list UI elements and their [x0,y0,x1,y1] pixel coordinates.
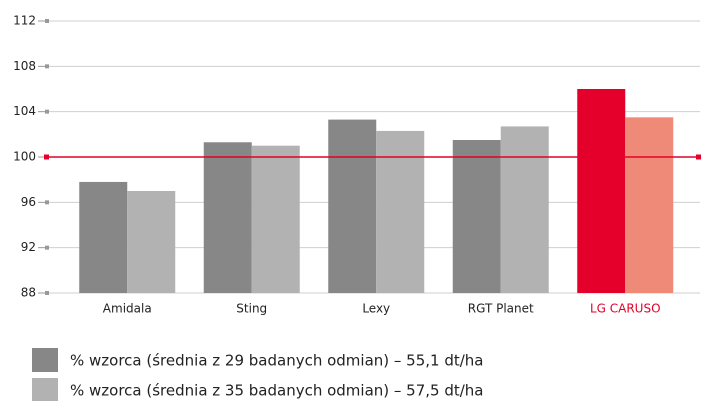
bar [79,181,128,293]
legend-text: % wzorca (średnia z 29 badanych odmian) … [70,352,484,370]
tick-marker [45,19,49,23]
bar [376,130,425,293]
bar [452,140,501,293]
x-tick-label: Amidala [103,302,152,316]
tick-marker [45,200,49,205]
bar [127,191,176,293]
bar [251,145,300,293]
bar [328,119,377,293]
legend-swatch [32,348,58,372]
y-tick-label: 104 [13,104,36,118]
legend-text: % wzorca (średnia z 35 badanych odmian) … [70,382,484,400]
y-tick-label: 88 [21,286,36,300]
y-tick-label: 96 [21,195,36,209]
tick-marker [45,245,49,250]
y-tick-label: 100 [13,150,36,164]
bar [577,89,626,293]
tick-marker [45,64,49,69]
x-tick-label: Lexy [362,302,390,316]
x-tick-label: RGT Planet [468,302,534,316]
y-tick-label: 112 [13,14,36,28]
y-tick-label: 108 [13,59,36,73]
x-tick-label: Sting [236,302,267,316]
tick-marker [45,109,49,114]
tick-marker [45,291,49,295]
legend-swatch [32,378,58,401]
bar [625,117,674,293]
bar [500,126,549,294]
x-tick-label: LG CARUSO [590,302,661,316]
bar [203,142,252,293]
reference-marker [44,154,49,160]
reference-marker [696,154,701,160]
y-tick-label: 92 [21,240,36,254]
